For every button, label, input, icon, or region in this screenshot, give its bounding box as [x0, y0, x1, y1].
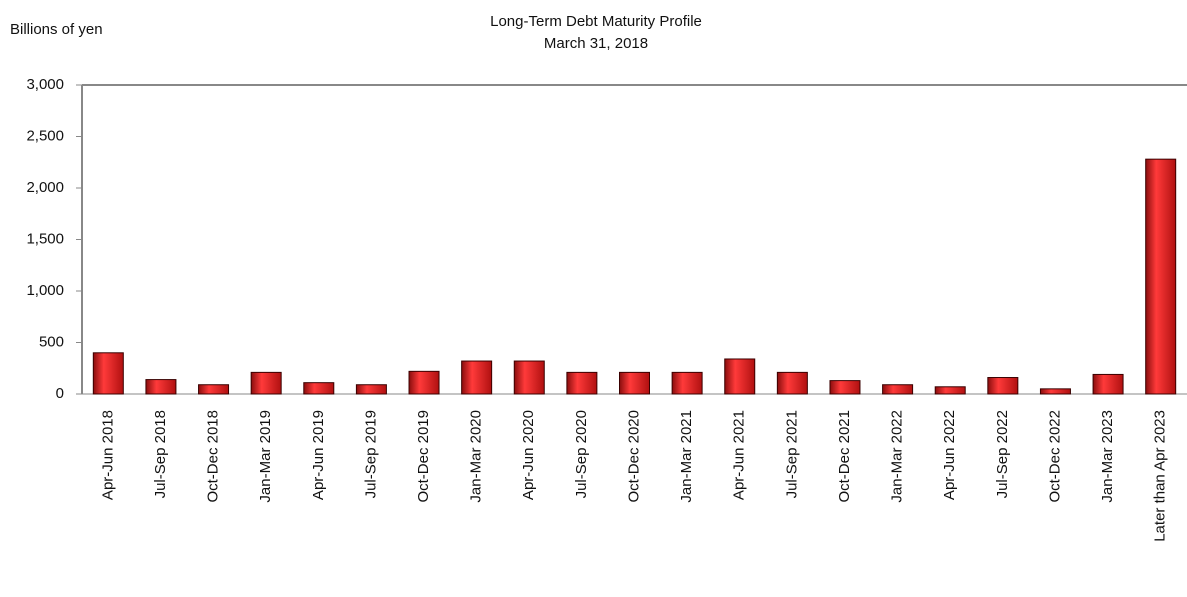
bar	[250, 371, 282, 395]
x-tick-label: Later than Apr 2023	[1152, 410, 1169, 542]
x-tick-label: Jul-Sep 2019	[362, 410, 379, 498]
bar	[776, 371, 808, 395]
x-tick-label: Jan-Mar 2021	[678, 410, 695, 503]
x-tick-label: Jan-Mar 2022	[889, 410, 906, 503]
bar	[355, 384, 387, 395]
x-tick-label: Oct-Dec 2022	[1046, 410, 1063, 503]
y-tick-label: 0	[56, 385, 64, 402]
x-tick-label: Apr-Jun 2020	[520, 410, 537, 500]
bar	[566, 371, 598, 395]
bar	[724, 358, 756, 395]
bar	[198, 384, 230, 395]
bar	[145, 379, 177, 395]
y-axis-label: Billions of yen	[10, 21, 103, 38]
x-tick-label: Apr-Jun 2018	[99, 410, 116, 500]
bar	[1145, 158, 1177, 395]
chart-title: Long-Term Debt Maturity Profile	[490, 13, 702, 30]
bar	[934, 386, 966, 395]
x-tick-label: Apr-Jun 2022	[941, 410, 958, 500]
x-tick-label: Jan-Mar 2020	[468, 410, 485, 503]
x-tick-label: Jan-Mar 2019	[257, 410, 274, 503]
x-tick-label: Oct-Dec 2021	[836, 410, 853, 503]
bar	[619, 371, 650, 395]
bar	[829, 380, 861, 395]
x-tick-label: Jul-Sep 2022	[994, 410, 1011, 498]
x-tick-label: Oct-Dec 2020	[625, 410, 642, 503]
y-tick-label: 2,000	[26, 179, 64, 196]
x-tick-label: Jan-Mar 2023	[1099, 410, 1116, 503]
x-tick-label: Oct-Dec 2018	[205, 410, 222, 503]
bar	[408, 370, 440, 395]
y-tick-label: 2,500	[26, 127, 64, 144]
x-tick-label: Jul-Sep 2018	[152, 410, 169, 498]
bar	[1092, 373, 1124, 395]
y-tick-label: 500	[39, 333, 64, 350]
x-tick-label: Apr-Jun 2019	[310, 410, 327, 500]
bar	[671, 371, 703, 395]
x-tick-label: Apr-Jun 2021	[731, 410, 748, 500]
x-tick-label: Jul-Sep 2020	[573, 410, 590, 498]
x-tick-label: Jul-Sep 2021	[783, 410, 800, 498]
bar	[513, 360, 545, 395]
x-tick-label: Oct-Dec 2019	[415, 410, 432, 503]
y-tick-label: 3,000	[26, 76, 64, 93]
bar	[882, 384, 914, 395]
bar	[1039, 388, 1071, 395]
bar	[92, 352, 124, 395]
bar	[461, 360, 493, 395]
bar	[303, 382, 335, 395]
y-tick-label: 1,500	[26, 230, 64, 247]
bar	[987, 377, 1019, 395]
chart-subtitle: March 31, 2018	[544, 35, 648, 52]
y-tick-label: 1,000	[26, 282, 64, 299]
